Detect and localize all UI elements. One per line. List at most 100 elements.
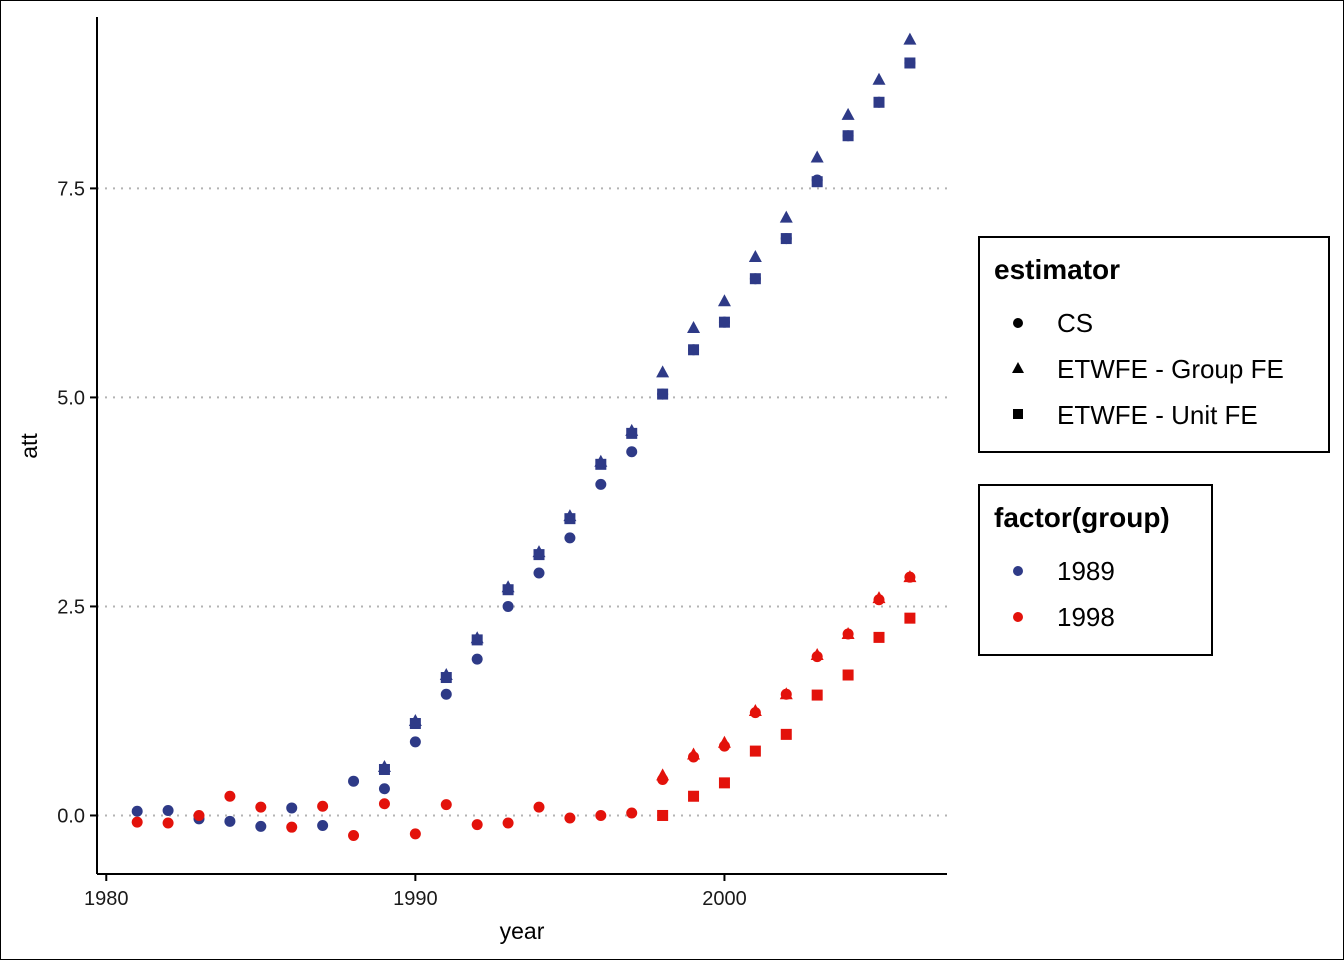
point-1989-circle [409,736,421,748]
point-1989-circle [533,567,545,579]
y-tick-label: 2.5 [57,596,85,618]
point-1989-square [502,584,514,596]
point-1998-circle [471,819,483,831]
point-1989-circle [440,688,452,700]
point-1989-square [718,316,730,328]
point-1998-circle [440,799,452,811]
point-1989-triangle [748,249,762,262]
legend-1998-key [1013,612,1023,622]
point-1998-square [718,777,730,789]
point-1998-triangle [872,591,886,604]
point-1989-square [904,57,916,69]
point-1989-square [842,130,854,142]
point-1998-circle [595,809,607,821]
point-1998-circle [502,817,514,829]
point-1998-circle [626,807,638,819]
point-1989-circle [224,815,236,827]
point-1998-square [780,728,792,740]
point-1998-square [873,631,885,643]
point-1998-circle [317,800,329,812]
x-axis-title: year [500,918,545,944]
point-1989-triangle [903,32,917,45]
point-1998-square [842,669,854,681]
point-1998-circle [193,809,205,821]
point-1989-triangle [872,72,886,85]
point-1998-circle [131,816,143,828]
point-1989-square [688,344,700,356]
point-1989-circle [317,820,329,832]
legend-item-1989: 1989 [1057,556,1115,586]
point-1989-square [873,96,885,108]
data-points [131,32,917,842]
point-1989-triangle [656,365,670,378]
point-1989-circle [162,804,174,816]
y-axis-title: att [16,433,42,459]
legend-estimator: estimator CS ETWFE - Group FE ETWFE - Un… [978,236,1330,453]
point-1989-square [533,549,545,561]
point-1989-square [378,763,390,775]
point-1998-circle [224,790,236,802]
legend-item-cs: CS [1057,308,1093,338]
point-1998-triangle [687,747,701,760]
point-1989-circle [286,802,298,814]
point-1989-square [595,458,607,470]
point-1989-circle [255,820,267,832]
point-1989-triangle [810,150,824,163]
legend-estimator-title: estimator [994,254,1120,285]
point-1989-triangle [841,107,855,120]
x-axis-ticks: 1980 1990 2000 [84,874,747,910]
point-1998-square [657,809,669,821]
legend-item-etwfe-unit-fe: ETWFE - Unit FE [1057,400,1258,430]
point-1998-circle [533,801,545,813]
point-1998-square [688,790,700,802]
point-1989-square [780,233,792,245]
point-1989-square [811,176,823,188]
point-1998-circle [378,798,390,810]
legend-item-1998: 1998 [1057,602,1115,632]
point-1989-square [626,427,638,439]
legend-1989-key [1013,566,1023,576]
point-1989-square [440,672,452,684]
point-1989-circle [502,600,514,612]
legend-item-etwfe-group-fe: ETWFE - Group FE [1057,354,1284,384]
point-1998-square [811,689,823,701]
legend-estimator-box [978,236,1330,453]
point-1998-triangle [748,703,762,716]
x-tick-label: 1990 [393,888,438,910]
point-1989-circle [348,775,360,787]
legend-group: factor(group) 1989 1998 [978,484,1213,656]
point-1998-triangle [903,570,917,583]
point-1989-circle [378,783,390,795]
point-1998-triangle [717,735,731,748]
legend-group-title: factor(group) [994,502,1170,533]
point-1989-circle [471,653,483,665]
point-1989-triangle [717,294,731,307]
point-1998-circle [162,817,174,829]
point-1998-triangle [841,627,855,640]
point-1998-triangle [810,647,824,660]
point-1989-circle [595,478,607,490]
point-1998-square [749,745,761,757]
point-1989-square [657,388,669,400]
point-1989-circle [131,805,143,817]
point-1998-triangle [656,768,670,781]
point-1989-triangle [687,321,701,334]
point-1998-circle [564,812,576,824]
x-tick-label: 1980 [84,888,129,910]
point-1989-circle [564,532,576,544]
point-1989-triangle [779,210,793,223]
legend-circle-key [1013,318,1023,328]
y-tick-label: 5.0 [57,387,85,409]
point-1998-circle [348,830,360,842]
point-1989-square [471,634,483,646]
legend-triangle-key [1012,362,1024,373]
legend-square-key [1013,409,1023,419]
point-1989-square [564,513,576,525]
point-1998-square [904,612,916,624]
point-1989-square [409,718,421,730]
point-1998-circle [255,801,267,813]
point-1998-triangle [779,687,793,700]
point-1989-square [749,273,761,285]
